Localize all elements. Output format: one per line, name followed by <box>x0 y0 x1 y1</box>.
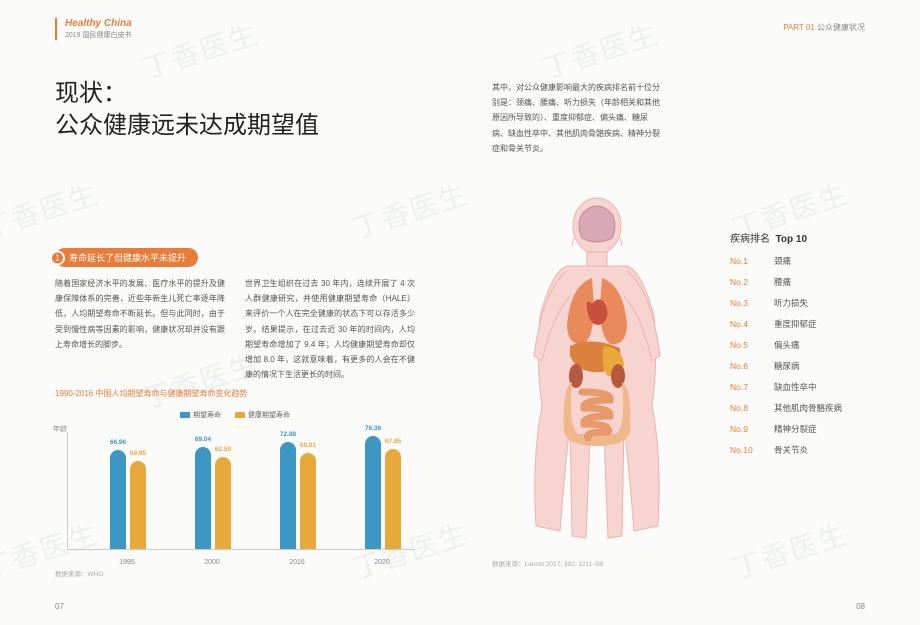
chart-source: 数据来源：WHO <box>55 568 103 578</box>
bar-b: 62.59 <box>215 457 231 549</box>
rank-disease: 腰痛 <box>774 276 791 288</box>
ranking-row: No.9 精神分裂症 <box>730 423 865 435</box>
brand-en: Healthy China <box>65 18 132 29</box>
bar-b: 67.85 <box>385 449 401 549</box>
bar-b: 65.01 <box>300 453 316 549</box>
rank-disease: 重度抑郁症 <box>774 318 817 330</box>
legend-label-0: 期望寿命 <box>193 412 221 419</box>
ranking-row: No.8 其他肌肉骨骼疾病 <box>730 402 865 414</box>
ranking-row: No.1 颈痛 <box>730 255 865 267</box>
ranking-row: No.10 骨关节炎 <box>730 444 865 456</box>
disease-ranking: 疾病排名 Top 10 No.1 颈痛 No.2 腰痛 No.3 听力损失 No.4 重度抑郁… <box>730 230 865 465</box>
page-number-left: 07 <box>55 602 64 611</box>
bar-a: 69.04 <box>195 447 211 549</box>
watermark: 丁香医生 <box>347 172 474 247</box>
header-right: PART 01 公众健康状况 <box>783 22 865 33</box>
body-col-2: 世界卫生组织在过去 30 年内，连续开展了 4 次人群健康研究，并使用健康期望寿… <box>245 276 415 382</box>
life-expectancy-chart: 期望寿命 健康期望寿命 年龄 66.9659.95 69.0462.59 72.88… <box>55 410 415 570</box>
ranking-row: No.7 缺血性卒中 <box>730 381 865 393</box>
rank-disease: 颈痛 <box>774 255 791 267</box>
rank-number: No.9 <box>730 424 764 434</box>
rank-number: No.7 <box>730 382 764 392</box>
title-line1: 现状： <box>55 78 319 110</box>
rank-disease: 精神分裂症 <box>774 423 817 435</box>
bar-b: 59.95 <box>130 461 146 549</box>
rank-number: No.10 <box>730 445 764 455</box>
section-1-title: 寿命延长了但健康水平未提升 <box>69 251 186 264</box>
ranking-row: No.6 糖尿病 <box>730 360 865 372</box>
rank-number: No.8 <box>730 403 764 413</box>
watermark: 丁香医生 <box>537 12 664 87</box>
intro-paragraph: 其中，对公众健康影响最大的疾病排名前十位分别是：颈痛、腰痛、听力损失（年龄相关和… <box>492 80 662 156</box>
legend-item-1: 健康期望寿命 <box>235 410 290 420</box>
chart-legend: 期望寿命 健康期望寿命 <box>180 410 290 420</box>
chart-group: 72.8865.01 <box>268 442 328 549</box>
body-col-1: 随着国家经济水平的发展、医疗水平的提升及健康保障体系的完善，近些年新生儿死亡率逐… <box>55 276 225 352</box>
legend-label-1: 健康期望寿命 <box>248 412 290 419</box>
chart-y-label: 年龄 <box>53 424 67 434</box>
anatomy-figure <box>492 196 702 556</box>
section-1-number: 1 <box>50 250 65 265</box>
ranking-row: No.2 腰痛 <box>730 276 865 288</box>
rank-disease: 听力损失 <box>774 297 808 309</box>
rank-disease: 缺血性卒中 <box>774 381 817 393</box>
chart-group: 69.0462.59 <box>183 447 243 549</box>
chart-title: 1990-2016 中国人均期望寿命与健康期望寿命变化趋势 <box>55 388 247 399</box>
chart-group: 66.9659.95 <box>98 450 158 549</box>
rank-number: No.1 <box>730 256 764 266</box>
ranking-row: No.3 听力损失 <box>730 297 865 309</box>
ranking-row: No.4 重度抑郁症 <box>730 318 865 330</box>
watermark: 丁香医生 <box>0 172 103 247</box>
watermark: 丁香医生 <box>727 512 854 587</box>
bar-a: 66.96 <box>110 450 126 549</box>
rank-number: No.3 <box>730 298 764 308</box>
chart-plot: 66.9659.95 69.0462.59 72.8865.01 76.3667.85 <box>67 432 415 550</box>
section-1-header: 1 寿命延长了但健康水平未提升 <box>55 248 198 267</box>
rank-disease: 偏头痛 <box>774 339 800 351</box>
page-number-right: 08 <box>856 602 865 611</box>
chart-x-label: 2016 <box>267 559 327 566</box>
rank-number: No.5 <box>730 340 764 350</box>
bar-a: 72.88 <box>280 442 296 549</box>
chart-x-label: 1995 <box>97 559 157 566</box>
watermark: 丁香医生 <box>137 12 264 87</box>
legend-item-0: 期望寿命 <box>180 410 221 420</box>
ranking-title-a: 疾病排名 <box>730 234 770 245</box>
rank-number: No.4 <box>730 319 764 329</box>
rank-disease: 骨关节炎 <box>774 444 808 456</box>
rank-disease: 其他肌肉骨骼疾病 <box>774 402 842 414</box>
rank-disease: 糖尿病 <box>774 360 800 372</box>
brand-sub: 2019 国民健康白皮书 <box>65 30 132 40</box>
ranking-row: No.5 偏头痛 <box>730 339 865 351</box>
part-label: PART 01 <box>783 23 815 32</box>
title-line2: 公众健康远未达成期望值 <box>55 110 319 142</box>
chart-group: 76.3667.85 <box>353 436 413 549</box>
part-title: 公众健康状况 <box>817 23 865 32</box>
page-title: 现状： 公众健康远未达成期望值 <box>55 78 319 143</box>
chart-x-label: 2020 <box>352 559 412 566</box>
bar-a: 76.36 <box>365 436 381 549</box>
header-left: Healthy China 2019 国民健康白皮书 <box>55 18 132 40</box>
ranking-title-b: Top 10 <box>776 234 807 245</box>
rank-number: No.2 <box>730 277 764 287</box>
chart-x-label: 2000 <box>182 559 242 566</box>
anatomy-source: 数据来源：Lancet 2017; 392: 1211–59. <box>492 558 605 568</box>
ranking-header: 疾病排名 Top 10 <box>730 230 865 245</box>
rank-number: No.6 <box>730 361 764 371</box>
